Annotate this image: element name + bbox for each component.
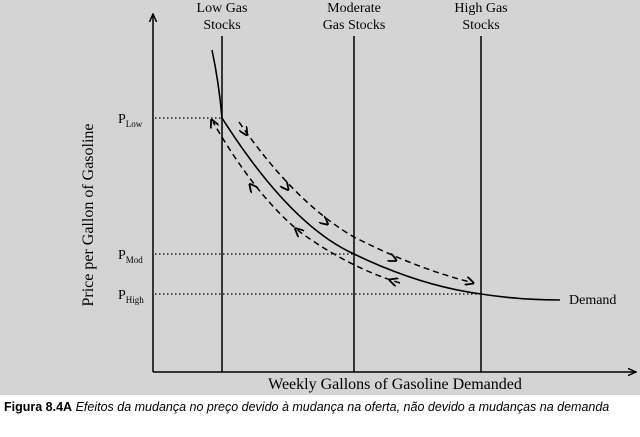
price-label-high: PHigh bbox=[118, 288, 144, 305]
supply-label-low-line2: Stocks bbox=[203, 18, 240, 33]
demand-curve bbox=[211, 49, 561, 301]
y-axis-label: Price per Gallon of Gasoline bbox=[80, 123, 97, 306]
figure-panel: Low Gas Stocks Moderate Gas Stocks High … bbox=[0, 0, 640, 395]
x-axis-label: Weekly Gallons of Gasoline Demanded bbox=[268, 376, 522, 393]
supply-label-low-line1: Low Gas bbox=[197, 1, 248, 16]
demand-label: Demand bbox=[569, 293, 616, 308]
supply-demand-diagram: Low Gas Stocks Moderate Gas Stocks High … bbox=[80, 1, 640, 393]
price-label-mod: PMod bbox=[118, 248, 143, 265]
arrow-upper-2 bbox=[278, 177, 286, 187]
supply-label-moderate-line2: Gas Stocks bbox=[323, 18, 386, 33]
caption-label: Figura 8.4A bbox=[4, 400, 73, 414]
caption-text: Efeitos da mudança no preço devido à mud… bbox=[75, 400, 610, 414]
supply-label-high-line1: High Gas bbox=[454, 1, 507, 16]
supply-label-moderate-line1: Moderate bbox=[327, 1, 381, 16]
dashed-path-upper bbox=[238, 121, 471, 283]
supply-label-high-line2: Stocks bbox=[462, 18, 499, 33]
arrow-lower-3 bbox=[252, 187, 260, 197]
price-label-low: PLow bbox=[118, 112, 143, 129]
arrow-upper-3 bbox=[315, 214, 325, 222]
figure-caption: Figura 8.4A Efeitos da mudança no preço … bbox=[4, 400, 632, 415]
